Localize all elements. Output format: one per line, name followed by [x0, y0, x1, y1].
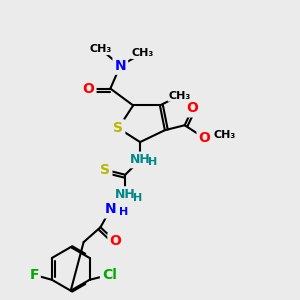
Text: CH₃: CH₃	[132, 48, 154, 58]
Text: NH: NH	[115, 188, 136, 201]
Text: S: S	[100, 163, 110, 177]
Text: O: O	[199, 131, 210, 145]
Text: CH₃: CH₃	[213, 130, 236, 140]
Text: NH: NH	[130, 153, 151, 167]
Text: F: F	[29, 268, 39, 282]
Text: O: O	[82, 82, 94, 96]
Text: S: S	[113, 121, 123, 135]
Text: Cl: Cl	[102, 268, 117, 282]
Text: CH₃: CH₃	[89, 44, 112, 54]
Text: H: H	[148, 157, 158, 167]
Text: O: O	[187, 101, 199, 116]
Text: N: N	[105, 202, 116, 216]
Text: H: H	[118, 207, 128, 218]
Text: O: O	[110, 234, 121, 248]
Text: CH₃: CH₃	[169, 91, 191, 100]
Text: H: H	[134, 193, 143, 202]
Text: N: N	[115, 59, 126, 73]
